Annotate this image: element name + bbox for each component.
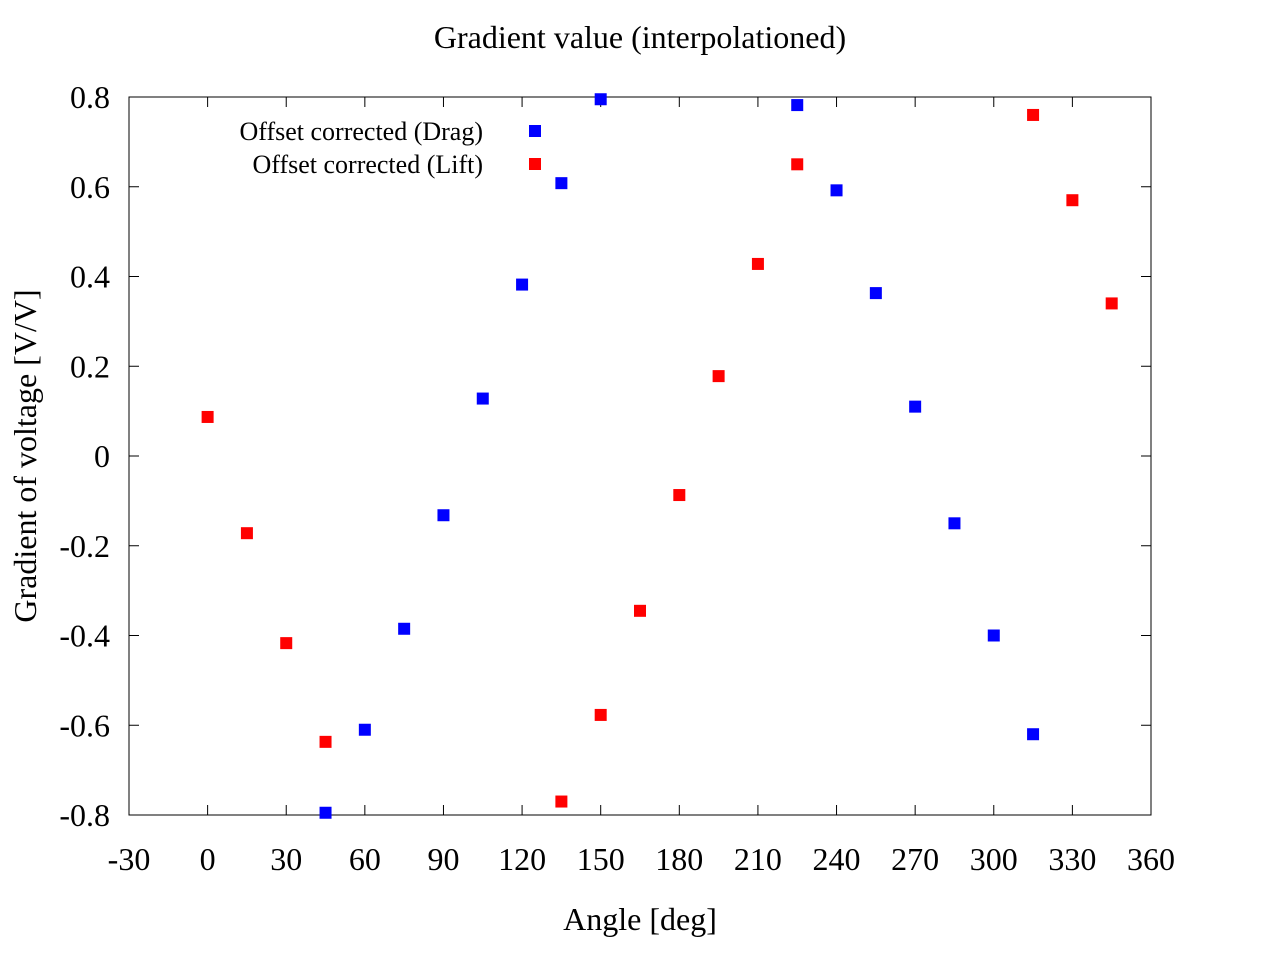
y-tick-label: 0.2	[70, 348, 110, 384]
x-tick-label: 30	[270, 841, 302, 877]
data-point-series-2	[280, 637, 293, 650]
data-point-series-2	[1027, 108, 1040, 121]
y-tick-label: -0.2	[59, 528, 110, 564]
data-points	[201, 93, 1118, 819]
legend-marker	[529, 125, 541, 137]
data-point-series-1	[791, 99, 804, 112]
data-point-series-1	[516, 278, 529, 291]
x-tick-label: -30	[108, 841, 151, 877]
legend-label: Offset corrected (Lift)	[252, 150, 483, 179]
x-tick-label: 180	[655, 841, 703, 877]
y-tick-label: -0.6	[59, 707, 110, 743]
data-point-series-2	[201, 410, 214, 423]
x-axis: -30 0 30 60 90 120 150 180 210 240 270 300 330 360	[108, 97, 1175, 877]
x-tick-label: 360	[1127, 841, 1175, 877]
x-tick-label: 90	[427, 841, 459, 877]
data-point-series-2	[634, 604, 646, 617]
data-point-series-1	[398, 622, 411, 635]
y-tick-label: -0.4	[59, 618, 110, 654]
data-point-series-1	[319, 806, 332, 819]
legend-marker	[529, 158, 541, 170]
data-point-series-2	[1105, 297, 1118, 310]
data-point-series-1	[948, 517, 961, 530]
data-point-series-1	[830, 184, 843, 197]
x-tick-label: 270	[891, 841, 939, 877]
data-point-series-2	[555, 795, 568, 808]
x-tick-label: 120	[498, 841, 546, 877]
data-point-series-2	[712, 370, 725, 383]
data-point-series-1	[594, 93, 607, 106]
plot-area-border	[128, 96, 1152, 816]
y-axis-label: Gradient of voltage [V/V]	[7, 289, 43, 622]
data-point-series-1	[358, 723, 371, 736]
x-tick-label: 210	[734, 841, 782, 877]
data-point-series-1	[476, 392, 489, 405]
data-point-series-2	[791, 158, 804, 171]
data-point-series-2	[673, 489, 686, 502]
x-tick-label: 0	[200, 841, 216, 877]
data-point-series-1	[909, 400, 922, 413]
y-tick-label: 0.6	[70, 169, 110, 205]
data-point-series-1	[987, 629, 1000, 642]
y-axis: -0.8 -0.6 -0.4 -0.2 0 0.2 0.4 0.6 0.8	[59, 79, 1151, 833]
data-point-series-1	[869, 287, 882, 300]
y-tick-label: -0.8	[59, 797, 110, 833]
x-tick-label: 150	[577, 841, 625, 877]
data-point-series-2	[319, 735, 332, 748]
data-point-series-2	[240, 527, 253, 540]
x-tick-label: 330	[1048, 841, 1096, 877]
chart-title: Gradient value (interpolationed)	[434, 19, 846, 55]
y-tick-label: 0.8	[70, 79, 110, 115]
legend: Offset corrected (Drag) Offset corrected …	[240, 117, 541, 179]
x-tick-label: 60	[349, 841, 381, 877]
x-tick-label: 300	[970, 841, 1018, 877]
legend-label: Offset corrected (Drag)	[240, 117, 484, 146]
data-point-series-2	[751, 257, 764, 270]
data-point-series-1	[437, 509, 450, 522]
y-tick-label: 0.4	[70, 259, 110, 295]
y-tick-label: 0	[94, 438, 110, 474]
x-axis-label: Angle [deg]	[563, 901, 717, 937]
data-point-series-1	[1027, 728, 1040, 741]
data-point-series-1	[555, 177, 568, 190]
x-tick-label: 240	[813, 841, 861, 877]
data-point-series-2	[594, 708, 607, 721]
data-point-series-2	[1066, 194, 1079, 207]
